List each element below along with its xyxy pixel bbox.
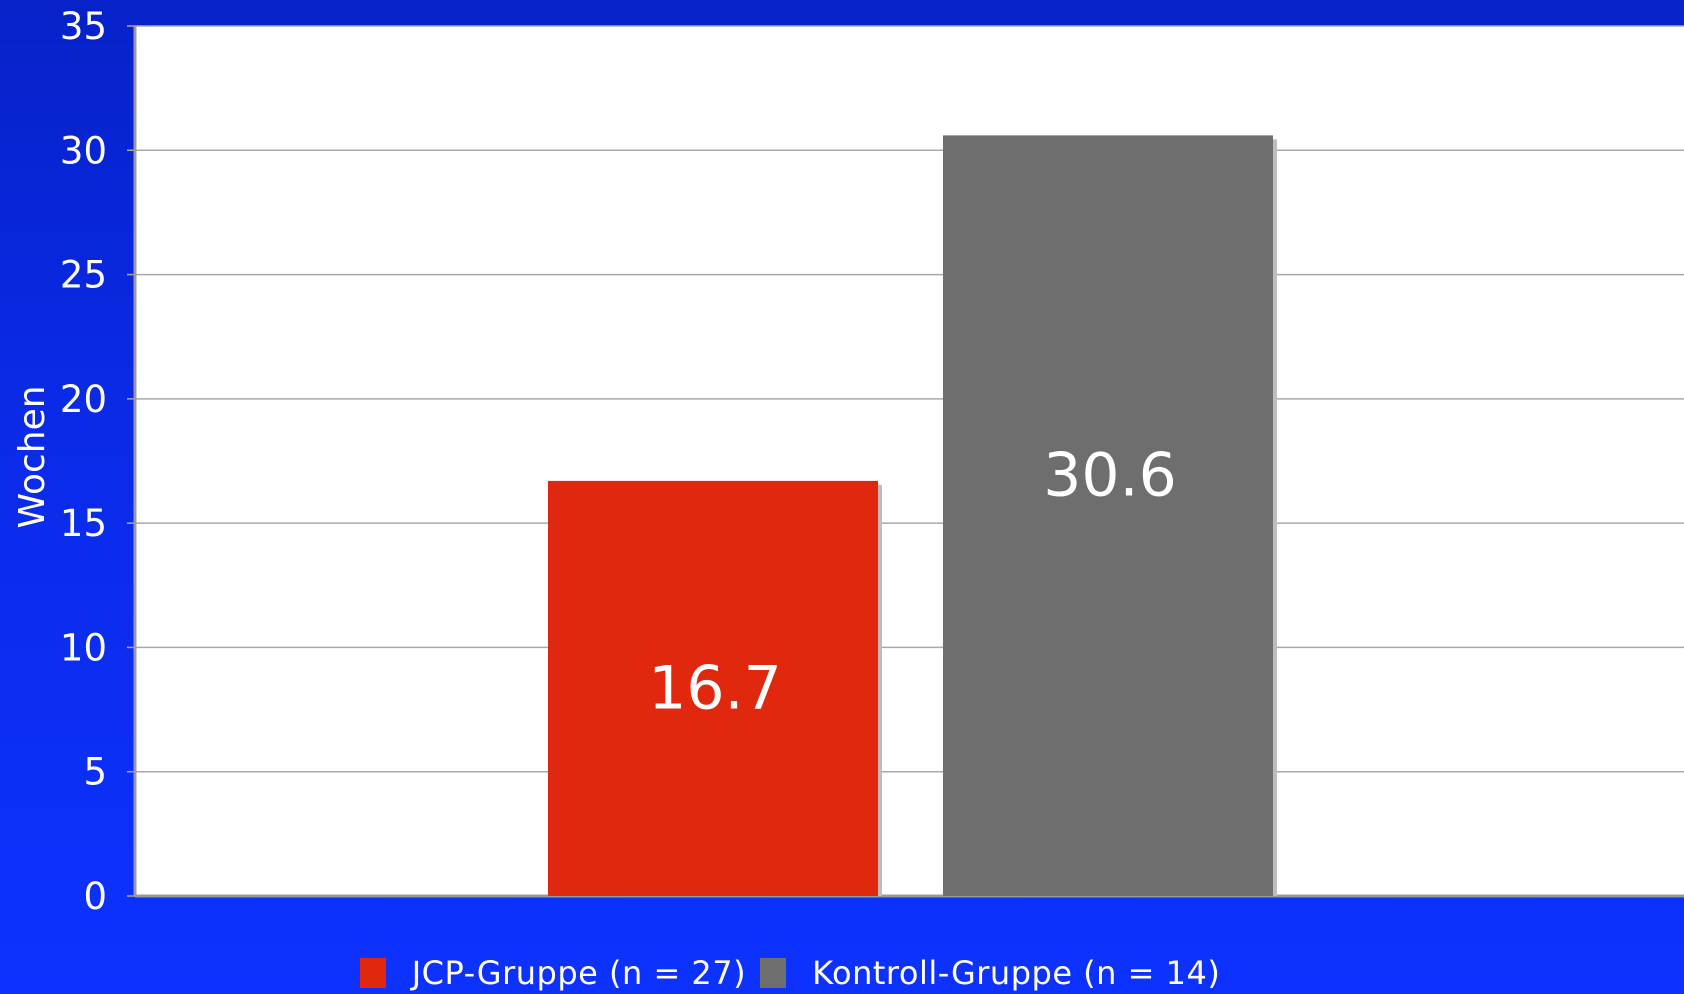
y-tick-label: 10	[60, 626, 107, 669]
axes	[133, 26, 1684, 898]
y-tick-label: 15	[60, 502, 107, 545]
y-tick-label: 0	[83, 875, 107, 918]
legend: JCP-Gruppe (n = 27) Kontroll-Gruppe (n =…	[0, 955, 1632, 991]
y-axis-label: Wochen	[12, 385, 53, 528]
legend-swatch-kontroll	[760, 958, 787, 988]
gridlines	[127, 25, 1684, 897]
bar-jcp	[548, 480, 878, 896]
data-labels: 16.7 30.6	[648, 441, 1177, 724]
y-tick-label: 35	[60, 5, 107, 48]
bars	[548, 135, 1277, 896]
y-tick-label: 30	[60, 129, 107, 172]
legend-label-jcp: JCP-Gruppe (n = 27)	[411, 954, 747, 992]
legend-item-kontroll: Kontroll-Gruppe (n = 14)	[760, 955, 1220, 991]
data-label-kontroll: 30.6	[1043, 441, 1177, 511]
legend-item-jcp: JCP-Gruppe (n = 27)	[359, 954, 747, 992]
bar-kontroll	[943, 135, 1273, 896]
y-tick-labels: 0 5 10 15 20 25 30 35	[60, 5, 107, 918]
legend-label-kontroll: Kontroll-Gruppe (n = 14)	[812, 954, 1221, 992]
data-label-jcp: 16.7	[648, 653, 782, 723]
y-tick-label: 25	[60, 254, 107, 297]
y-tick-label: 20	[60, 378, 107, 421]
legend-swatch-jcp	[359, 958, 386, 988]
y-tick-label: 5	[83, 751, 107, 794]
plot-background	[135, 26, 1684, 896]
